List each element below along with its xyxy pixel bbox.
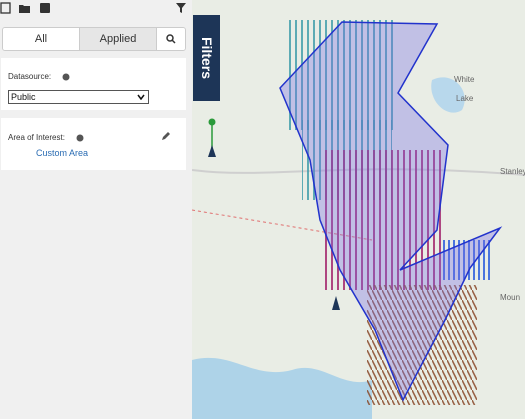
river xyxy=(192,357,372,419)
map-label: Lake xyxy=(456,94,474,103)
help-icon[interactable] xyxy=(76,134,84,142)
help-icon[interactable] xyxy=(62,73,70,81)
map-label: Moun xyxy=(500,293,520,302)
filter-panel: All Applied Datasource: Public Area of I… xyxy=(0,0,193,419)
filters-label: Filters xyxy=(198,36,215,80)
wells-brown xyxy=(367,285,477,405)
map[interactable]: Stanley White Lake Moun xyxy=(192,0,525,419)
datasource-card: Datasource: Public xyxy=(1,58,186,110)
rig-icon[interactable] xyxy=(208,145,216,157)
open-icon[interactable] xyxy=(19,5,30,13)
toolbar xyxy=(0,2,186,14)
tab-all[interactable]: All xyxy=(3,28,80,50)
marker[interactable] xyxy=(208,118,216,126)
aoi-card: Area of Interest: Custom Area xyxy=(1,118,186,170)
wells-teal xyxy=(287,20,397,130)
filter-icon[interactable] xyxy=(176,3,186,13)
edit-icon[interactable] xyxy=(161,131,171,141)
share-icon[interactable] xyxy=(40,3,50,13)
datasource-select[interactable]: Public xyxy=(8,90,149,104)
search-button[interactable] xyxy=(156,28,185,50)
rig-icon[interactable] xyxy=(332,296,340,310)
area-of-interest[interactable] xyxy=(279,21,503,402)
aoi-label: Area of Interest: xyxy=(8,133,65,142)
tab-applied[interactable]: Applied xyxy=(99,33,137,45)
aoi-value[interactable]: Custom Area xyxy=(36,148,89,158)
wells-magenta xyxy=(322,150,442,290)
map-label: Stanley xyxy=(500,167,525,176)
dropdown-arrow xyxy=(137,94,145,100)
filters-tab[interactable]: Filters xyxy=(193,15,220,101)
boundary xyxy=(192,209,373,241)
datasource-value: Public xyxy=(11,92,36,102)
lake xyxy=(431,77,465,113)
save-icon[interactable] xyxy=(0,2,11,14)
tab-bar: All Applied xyxy=(2,27,186,51)
datasource-label: Datasource: xyxy=(8,72,52,81)
search-icon xyxy=(166,34,176,44)
map-label: White xyxy=(454,75,475,84)
